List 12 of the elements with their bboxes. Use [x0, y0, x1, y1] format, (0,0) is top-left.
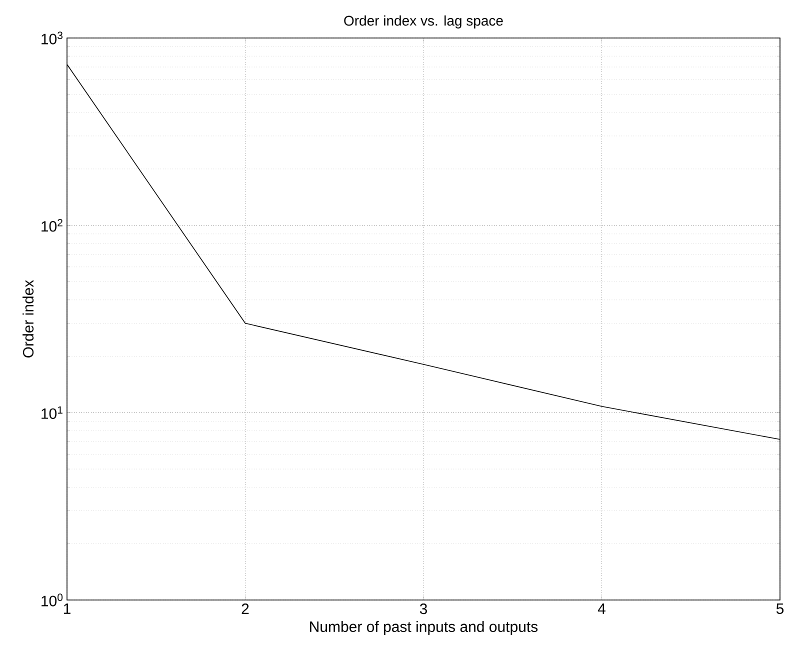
x-tick-label: 3	[420, 604, 428, 614]
y-tick-label: 10$^{3}$	[42, 32, 63, 44]
y-tick-label: 10$^{0}$	[42, 594, 63, 606]
y-tick-label: 10$^{1}$	[42, 406, 62, 419]
x-tick-label: 5	[776, 604, 784, 614]
y-tick-label: 10$^{2}$	[42, 218, 62, 232]
x-tick-label: 4	[598, 604, 606, 614]
y-axis-title: Order index	[22, 280, 34, 358]
x-axis-title: Number of past inputs and outputs	[310, 621, 538, 635]
chart-title: Order index vs. lag space	[344, 15, 503, 28]
x-tick-label: 2	[242, 604, 249, 614]
x-tick-label: 1	[64, 604, 70, 614]
